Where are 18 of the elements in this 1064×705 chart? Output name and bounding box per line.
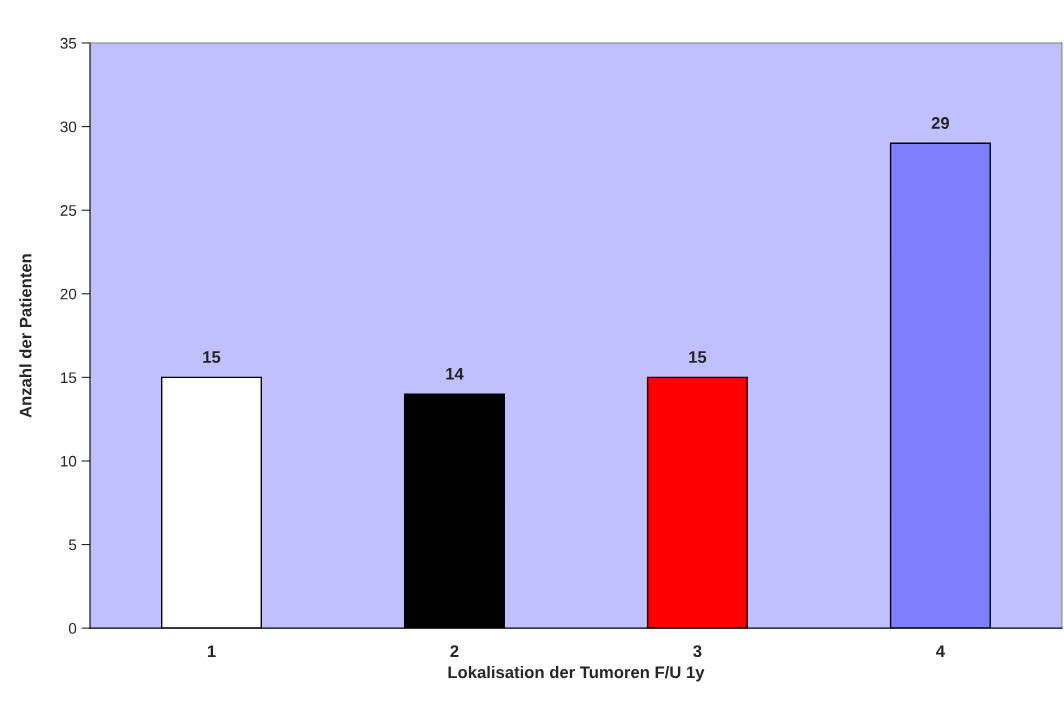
y-tick-label: 20 [60,288,77,300]
y-tick-label: 5 [68,539,77,551]
x-tick-label: 4 [936,645,945,657]
data-label: 15 [689,351,707,363]
y-tick-label: 10 [60,455,77,467]
x-tick-label: 1 [207,645,216,657]
y-tick-label: 25 [60,205,77,216]
y-tick-label: 30 [60,121,77,133]
y-tick-label: 35 [60,37,77,49]
y-axis-title: Anzahl der Patienten [19,254,32,418]
data-label: 15 [203,351,221,363]
data-label: 29 [931,117,950,129]
data-label: 14 [446,368,464,380]
y-tick-label: 0 [68,623,77,634]
x-tick-label: 2 [450,645,459,657]
x-axis-title: Lokalisation der Tumoren F/U 1y [448,665,705,682]
x-tick-label: 3 [693,645,702,658]
y-tick-label: 15 [60,372,77,384]
